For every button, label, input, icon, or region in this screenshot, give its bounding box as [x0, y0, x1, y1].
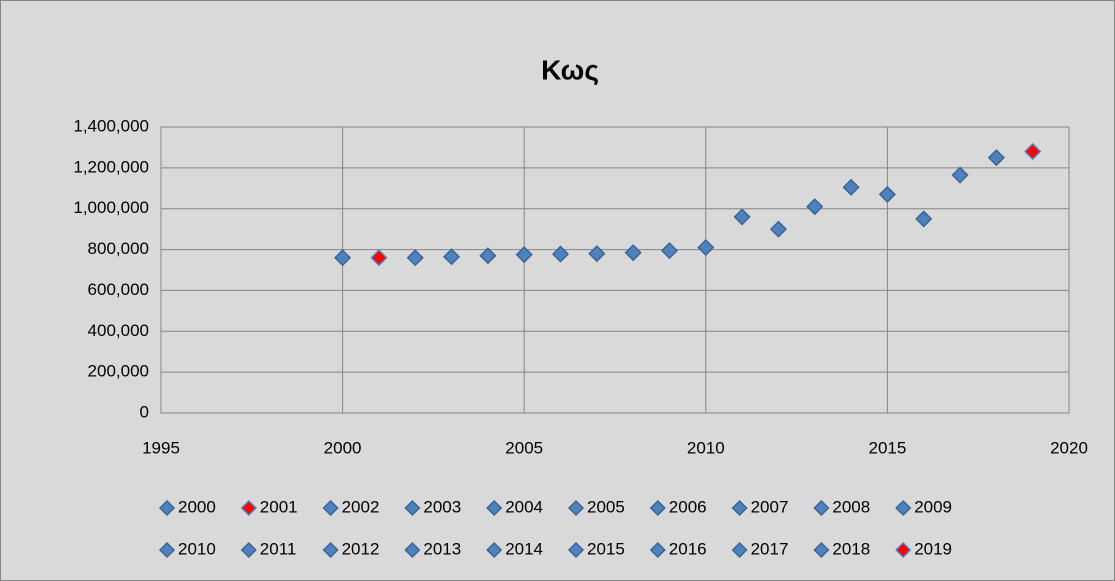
legend-symbol: [322, 499, 339, 517]
plot-border: [160, 126, 1070, 414]
legend-label: 2009: [914, 497, 952, 516]
legend-symbol: [895, 541, 912, 559]
legend-symbol: [567, 541, 585, 559]
x-tick-label: 2005: [505, 438, 543, 457]
data-point: [370, 249, 388, 267]
legend-label: 2002: [342, 497, 380, 516]
legend-label: 2019: [914, 539, 952, 558]
data-point: [588, 245, 606, 263]
legend-label: 2007: [751, 497, 789, 516]
x-tick-label: 2010: [687, 438, 725, 457]
data-point: [624, 244, 642, 262]
chart-title: Κως: [541, 54, 599, 85]
data-point: [1024, 142, 1042, 161]
x-tick-label: 2000: [324, 438, 362, 457]
data-point: [334, 249, 352, 267]
legend-symbol: [240, 541, 257, 559]
legend-label: 2005: [587, 497, 625, 516]
y-tick-label: 800,000: [88, 239, 149, 258]
legend-symbol: [567, 499, 585, 517]
data-point: [515, 246, 533, 264]
legend-label: 2001: [260, 497, 298, 516]
legend-symbol: [813, 541, 830, 559]
data-point: [878, 185, 896, 203]
legend-symbol: [486, 541, 503, 559]
legend-label: 2013: [423, 539, 461, 558]
data-point: [733, 208, 751, 226]
legend-symbol: [486, 499, 503, 517]
data-point: [987, 149, 1005, 167]
legend-label: 2016: [669, 539, 707, 558]
legend-label: 2015: [587, 539, 625, 558]
x-tick-label: 1995: [142, 438, 180, 457]
data-point: [406, 249, 424, 267]
legend-label: 2008: [832, 497, 870, 516]
legend-symbol: [895, 499, 912, 517]
legend-symbol: [649, 541, 666, 559]
x-tick-label: 2020: [1050, 438, 1088, 457]
legend-symbol: [731, 541, 748, 559]
legend-symbol: [322, 541, 339, 559]
data-point: [951, 166, 969, 184]
data-point: [479, 247, 497, 265]
y-tick-label: 1,000,000: [73, 198, 149, 217]
legend-label: 2017: [751, 539, 789, 558]
legend-label: 2003: [423, 497, 461, 516]
legend-symbol: [240, 499, 257, 517]
data-point: [769, 220, 788, 238]
y-tick-label: 1,400,000: [73, 116, 149, 135]
legend-symbol: [404, 499, 421, 517]
data-point: [442, 248, 461, 266]
legend-label: 2004: [505, 497, 543, 516]
legend-symbol: [649, 499, 666, 517]
y-tick-label: 600,000: [88, 280, 149, 299]
legend-label: 2011: [260, 539, 297, 558]
legend-symbol: [813, 499, 830, 517]
y-tick-label: 0: [140, 402, 149, 421]
data-point: [697, 238, 715, 257]
y-tick-label: 200,000: [88, 362, 149, 381]
data-point: [842, 178, 860, 196]
legend-label: 2012: [342, 539, 380, 558]
data-point: [915, 210, 933, 228]
legend-symbol: [404, 541, 421, 559]
y-tick-label: 1,200,000: [73, 157, 149, 176]
legend-symbol: [158, 499, 176, 517]
data-point: [660, 242, 679, 260]
legend-label: 2006: [669, 497, 707, 516]
legend-label: 2000: [178, 497, 216, 516]
legend-label: 2014: [505, 539, 543, 558]
legend-label: 2018: [832, 539, 870, 558]
legend-symbol: [731, 499, 748, 517]
data-point: [551, 245, 570, 263]
legend-label: 2010: [178, 539, 216, 558]
x-tick-label: 2015: [868, 438, 906, 457]
y-tick-label: 400,000: [88, 321, 149, 340]
data-point: [806, 198, 824, 216]
legend-symbol: [158, 541, 176, 559]
